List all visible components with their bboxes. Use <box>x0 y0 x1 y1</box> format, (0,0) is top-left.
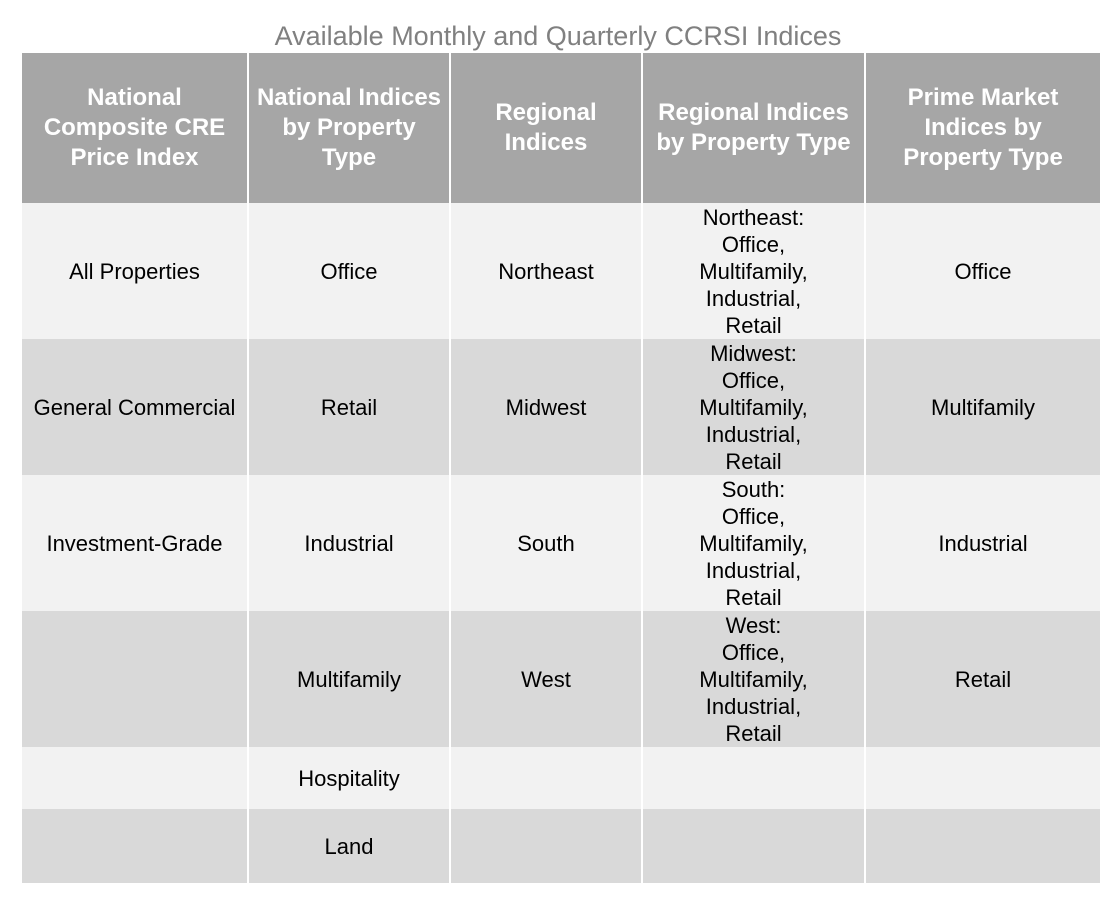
table-cell: Multifamily <box>864 339 1100 475</box>
indices-table: National Composite CRE Price Index Natio… <box>22 53 1100 883</box>
table-cell: Retail <box>247 339 450 475</box>
table-cell: Industrial <box>864 475 1100 611</box>
header-regional-by-type: Regional Indices by Property Type <box>641 53 865 203</box>
header-regional: Regional Indices <box>449 53 642 203</box>
table-row: All Properties Office Northeast Northeas… <box>22 203 1100 339</box>
table-cell: West: Office, Multifamily, Industrial, R… <box>641 611 865 747</box>
table-cell <box>641 809 865 883</box>
table-row: Investment-Grade Industrial South South:… <box>22 475 1100 611</box>
table-cell <box>449 747 642 809</box>
table-cell: Northeast: Office, Multifamily, Industri… <box>641 203 865 339</box>
table-row: Multifamily West West: Office, Multifami… <box>22 611 1100 747</box>
table-cell: Hospitality <box>247 747 450 809</box>
table-cell: Northeast <box>449 203 642 339</box>
table-cell <box>864 809 1100 883</box>
table-cell: Investment-Grade <box>22 475 248 611</box>
table-cell: West <box>449 611 642 747</box>
table-cell: Midwest: Office, Multifamily, Industrial… <box>641 339 865 475</box>
table-cell <box>22 809 248 883</box>
table-cell: Office <box>864 203 1100 339</box>
table-cell: Land <box>247 809 450 883</box>
table-cell: Industrial <box>247 475 450 611</box>
table-title: Available Monthly and Quarterly CCRSI In… <box>274 21 842 51</box>
table-row: Land <box>22 809 1100 883</box>
table-cell <box>22 747 248 809</box>
table-cell <box>449 809 642 883</box>
table-cell: Office <box>247 203 450 339</box>
header-prime-market: Prime Market Indices by Property Type <box>864 53 1100 203</box>
table-cell: General Commercial <box>22 339 248 475</box>
header-national-by-type: National Indices by Property Type <box>247 53 450 203</box>
table-cell: Multifamily <box>247 611 450 747</box>
table-cell: Midwest <box>449 339 642 475</box>
table-cell <box>22 611 248 747</box>
table-row: General Commercial Retail Midwest Midwes… <box>22 339 1100 475</box>
table-cell <box>641 747 865 809</box>
header-national-composite: National Composite CRE Price Index <box>22 53 248 203</box>
table-cell: Retail <box>864 611 1100 747</box>
table-cell: South <box>449 475 642 611</box>
table-cell: South: Office, Multifamily, Industrial, … <box>641 475 865 611</box>
header-row: National Composite CRE Price Index Natio… <box>22 53 1100 203</box>
table-row: Hospitality <box>22 747 1100 809</box>
table-cell <box>864 747 1100 809</box>
table-cell: All Properties <box>22 203 248 339</box>
